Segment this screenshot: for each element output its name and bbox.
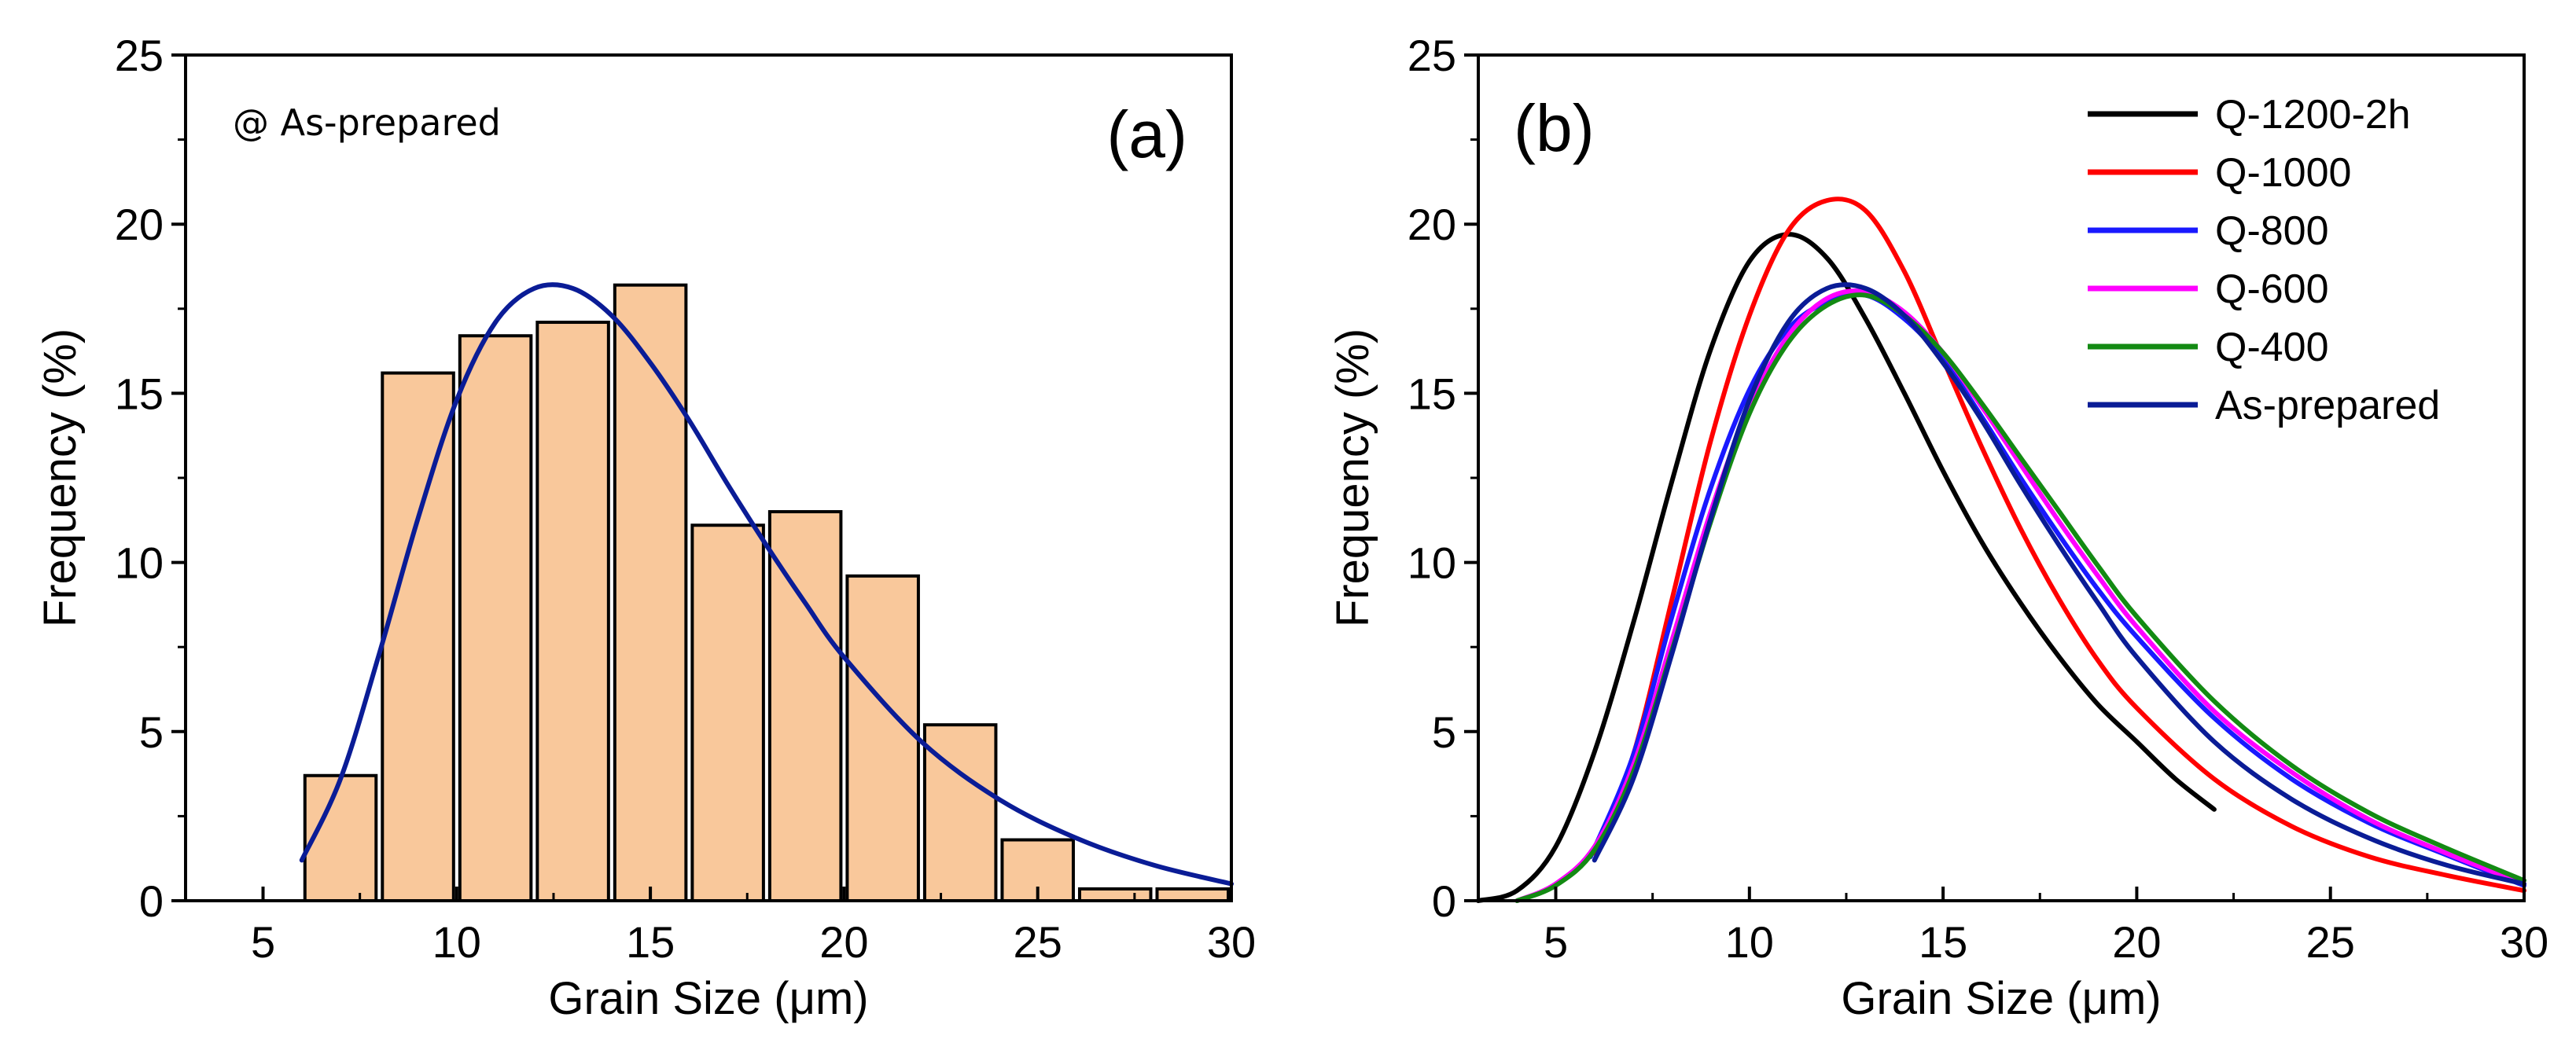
y-tick-label: 15 bbox=[115, 369, 164, 418]
y-tick-label: 20 bbox=[115, 200, 164, 249]
panel-a-histogram: 5 10 15 20 25 30 0 5 10 15 20 25 Grain Size (μm) F… bbox=[35, 31, 1256, 1024]
legend-label: Q-400 bbox=[2215, 325, 2329, 370]
x-tick-label: 15 bbox=[1919, 917, 1967, 967]
y-tick-labels: 0 5 10 15 20 25 bbox=[1408, 31, 1456, 926]
panel-b-distributions: 5 10 15 20 25 30 0 5 10 15 20 25 Grain Size (μm) F… bbox=[1327, 31, 2548, 1024]
legend-label: As-prepared bbox=[2215, 383, 2440, 428]
histogram-bar bbox=[1155, 887, 1230, 903]
y-tick-label: 5 bbox=[139, 707, 164, 757]
legend: Q-1200-2h Q-1000 Q-800 Q-600 Q-400 As-prepare… bbox=[2088, 92, 2440, 428]
y-tick-label: 0 bbox=[1432, 876, 1456, 926]
y-tick-label: 25 bbox=[115, 31, 164, 80]
x-tick-labels: 5 10 15 20 25 30 bbox=[1544, 917, 2548, 967]
panel-label-a: (a) bbox=[1106, 97, 1187, 171]
x-tick-label: 5 bbox=[1544, 917, 1568, 967]
y-tick-label: 25 bbox=[1408, 31, 1456, 80]
x-tick-label: 25 bbox=[1014, 917, 1062, 967]
sample-annotation: @ As-prepared bbox=[233, 101, 501, 144]
histogram-bar bbox=[535, 321, 610, 902]
axis-ticks bbox=[1464, 53, 2526, 902]
x-tick-label: 20 bbox=[2112, 917, 2161, 967]
x-tick-label: 30 bbox=[1207, 917, 1256, 967]
series-line bbox=[1476, 232, 2217, 903]
y-axis-title: Frequency (%) bbox=[35, 329, 86, 627]
histogram-bar bbox=[613, 283, 688, 902]
x-axis-title: Grain Size (μm) bbox=[1841, 973, 2161, 1024]
y-tick-label: 15 bbox=[1408, 369, 1456, 418]
histogram-bar bbox=[381, 371, 455, 902]
histogram-bar bbox=[690, 523, 765, 902]
y-axis-title: Frequency (%) bbox=[1327, 329, 1378, 627]
x-tick-label: 25 bbox=[2306, 917, 2355, 967]
y-tick-label: 10 bbox=[1408, 538, 1456, 588]
lognormal-fit-curve bbox=[299, 282, 1234, 887]
x-tick-label: 5 bbox=[251, 917, 275, 967]
x-tick-label: 20 bbox=[819, 917, 868, 967]
panel-label-b: (b) bbox=[1514, 91, 1595, 165]
x-tick-label: 15 bbox=[626, 917, 675, 967]
y-tick-labels: 0 5 10 15 20 25 bbox=[115, 31, 164, 926]
y-tick-label: 10 bbox=[115, 538, 164, 588]
axis-ticks bbox=[171, 53, 1233, 902]
y-tick-label: 0 bbox=[139, 876, 164, 926]
histogram-bar bbox=[303, 773, 378, 903]
legend-label: Q-1000 bbox=[2215, 150, 2351, 196]
x-axis-title: Grain Size (μm) bbox=[548, 973, 868, 1024]
x-tick-labels: 5 10 15 20 25 30 bbox=[251, 917, 1256, 967]
histogram-bars bbox=[303, 283, 1230, 903]
histogram-bar bbox=[767, 510, 843, 902]
x-tick-label: 10 bbox=[432, 917, 481, 967]
legend-label: Q-800 bbox=[2215, 208, 2329, 254]
x-tick-label: 30 bbox=[2500, 917, 2548, 967]
y-tick-label: 20 bbox=[1408, 200, 1456, 249]
distribution-curves bbox=[1476, 196, 2526, 903]
histogram-bar bbox=[458, 334, 533, 902]
legend-label: Q-600 bbox=[2215, 266, 2329, 312]
legend-label: Q-1200-2h bbox=[2215, 92, 2411, 138]
x-tick-label: 10 bbox=[1725, 917, 1774, 967]
histogram-bar bbox=[1077, 887, 1153, 903]
y-tick-label: 5 bbox=[1432, 707, 1456, 757]
series-line bbox=[1592, 282, 2526, 887]
histogram-bar bbox=[845, 574, 920, 902]
